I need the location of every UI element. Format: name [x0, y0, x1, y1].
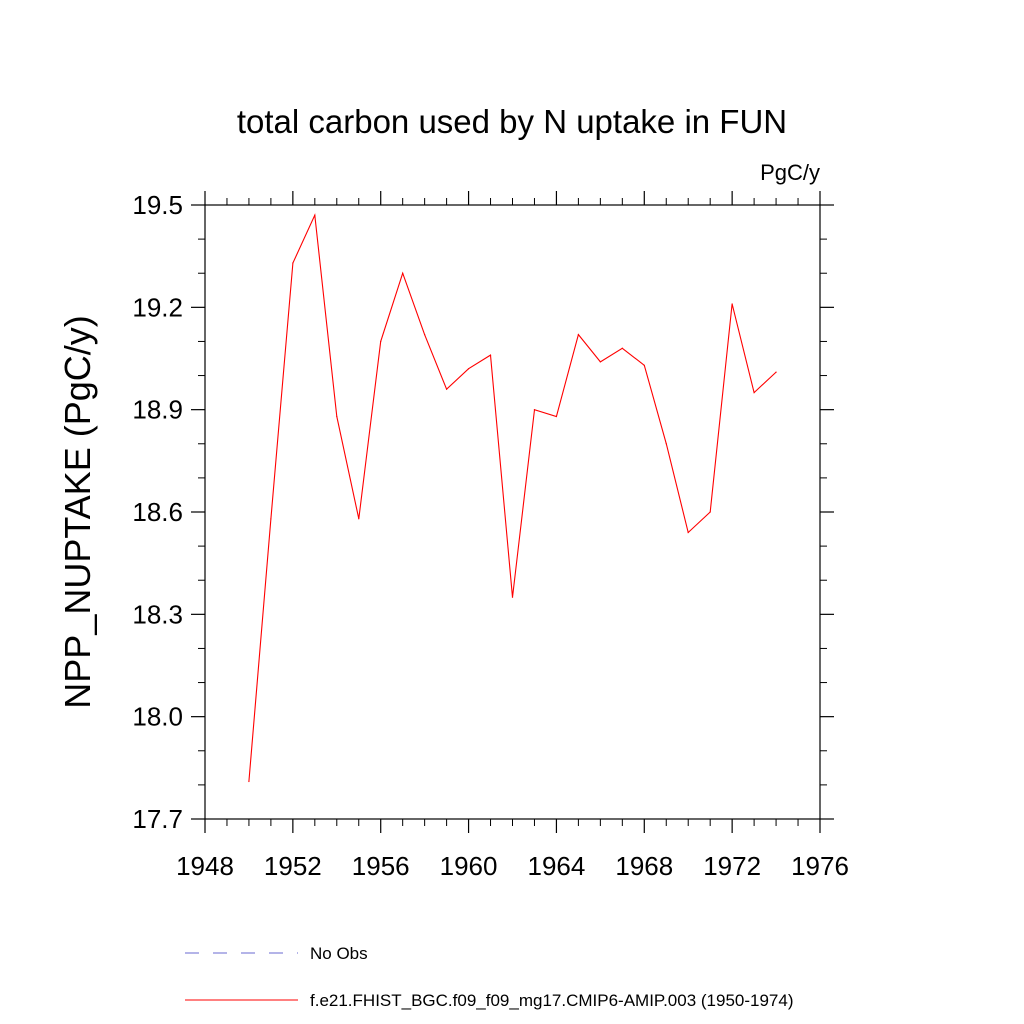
- data-point: [599, 361, 601, 363]
- data-point: [467, 368, 470, 370]
- data-point: [665, 443, 667, 445]
- y-tick-label: 18.0: [132, 702, 183, 732]
- data-point: [270, 518, 272, 520]
- y-tick-label: 17.7: [132, 804, 183, 834]
- data-point: [775, 371, 777, 373]
- data-point: [424, 334, 426, 336]
- data-point: [643, 364, 645, 366]
- data-point: [489, 354, 492, 356]
- x-axis: 1948 1952 1956 1960 1964 1968 1972 1976: [176, 191, 849, 881]
- x-tick-label: 1960: [440, 851, 498, 881]
- data-point: [577, 334, 579, 336]
- series-line-0: [248, 213, 777, 782]
- data-point: [533, 409, 536, 411]
- data-point: [402, 272, 404, 274]
- data-point: [753, 392, 755, 394]
- y-tick-label: 18.9: [132, 395, 183, 425]
- legend-label-model-run: f.e21.FHIST_BGC.f09_f09_mg17.CMIP6-AMIP.…: [310, 991, 794, 1010]
- data-point: [731, 303, 733, 305]
- data-point: [314, 214, 316, 216]
- y-tick-label: 19.2: [132, 292, 183, 322]
- x-tick-label: 1952: [264, 851, 322, 881]
- x-tick-label: 1948: [176, 851, 234, 881]
- y-axis: 17.7 18.0 18.3 18.6 18.9 19.2 19.5: [132, 190, 834, 834]
- x-tick-label: 1976: [791, 851, 849, 881]
- data-point: [511, 596, 514, 598]
- data-point: [380, 340, 382, 343]
- x-tick-label: 1972: [703, 851, 761, 881]
- data-point: [248, 780, 250, 783]
- data-point: [709, 511, 711, 513]
- data-point: [555, 415, 558, 418]
- y-axis-label: NPP_NUPTAKE (PgC/y): [57, 315, 98, 708]
- plot-lines: [248, 213, 777, 783]
- plot-frame: [204, 204, 821, 820]
- chart-title: total carbon used by N uptake in FUN: [237, 103, 787, 140]
- data-point: [292, 262, 294, 264]
- x-tick-label: 1956: [352, 851, 410, 881]
- y-tick-label: 18.6: [132, 497, 183, 527]
- units-label: PgC/y: [760, 160, 820, 185]
- x-tick-label: 1964: [528, 851, 586, 881]
- data-point: [687, 531, 689, 534]
- legend-label-no-obs: No Obs: [310, 944, 368, 963]
- x-tick-label: 1968: [615, 851, 673, 881]
- data-point: [336, 415, 338, 418]
- legend: No Obs f.e21.FHIST_BGC.f09_f09_mg17.CMIP…: [185, 944, 794, 1010]
- data-point: [621, 347, 623, 349]
- y-tick-label: 19.5: [132, 190, 183, 220]
- data-point: [358, 518, 360, 520]
- data-point: [446, 388, 448, 390]
- y-tick-label: 18.3: [132, 599, 183, 629]
